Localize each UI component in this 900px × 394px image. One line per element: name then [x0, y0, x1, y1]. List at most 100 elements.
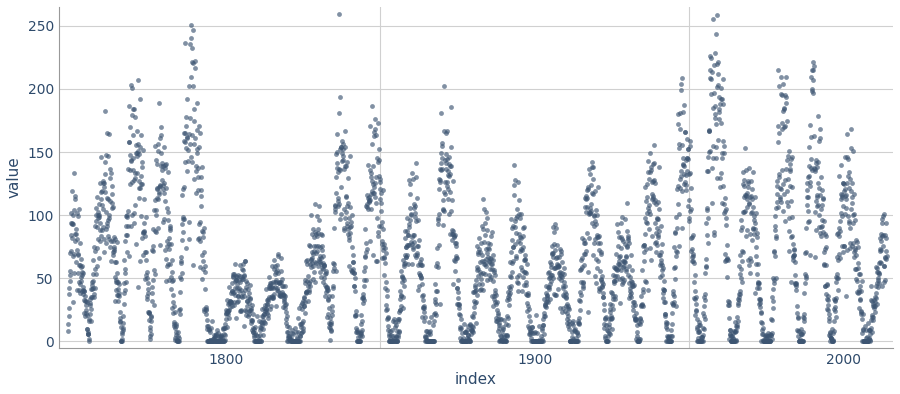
Point [427, 338, 441, 344]
Point [121, 212, 135, 218]
Point [576, 284, 590, 291]
Point [314, 260, 328, 267]
Point [224, 299, 238, 305]
Point [174, 254, 188, 260]
Point [710, 84, 724, 90]
Point [781, 228, 796, 234]
Point [315, 232, 329, 238]
Point [213, 334, 228, 340]
Point [76, 286, 90, 293]
Point [554, 269, 568, 275]
Point [461, 332, 475, 338]
Point [374, 208, 388, 214]
Point [537, 313, 552, 319]
Point [134, 173, 148, 179]
Point [680, 136, 694, 142]
Point [346, 270, 361, 277]
Point [760, 330, 775, 336]
Point [189, 190, 203, 196]
Point [357, 253, 372, 259]
Point [592, 268, 607, 274]
Point [410, 262, 425, 268]
Point [86, 285, 100, 291]
Point [589, 207, 603, 213]
Point [778, 123, 792, 129]
Point [565, 338, 580, 344]
Point [298, 309, 312, 316]
Point [598, 338, 613, 344]
Point [512, 197, 526, 203]
Point [443, 230, 457, 237]
Point [454, 335, 468, 342]
Point [878, 255, 893, 262]
Point [483, 276, 498, 282]
Point [565, 329, 580, 335]
Point [227, 270, 241, 277]
Point [184, 22, 198, 28]
Point [275, 289, 290, 296]
Point [603, 305, 617, 312]
Point [595, 284, 609, 290]
Point [104, 183, 119, 190]
Point [737, 194, 751, 201]
Point [286, 331, 301, 337]
Point [145, 247, 159, 254]
Point [227, 299, 241, 305]
Point [306, 263, 320, 269]
Point [790, 327, 805, 333]
Point [505, 237, 519, 243]
Point [599, 338, 614, 344]
Point [796, 314, 811, 321]
Point [318, 282, 332, 288]
Point [561, 312, 575, 319]
Point [694, 334, 708, 340]
Point [700, 232, 715, 238]
Point [283, 323, 297, 330]
Point [462, 338, 476, 344]
Point [827, 306, 842, 312]
Point [238, 307, 252, 313]
Point [81, 331, 95, 337]
Point [804, 156, 818, 162]
Point [859, 338, 873, 344]
Point [702, 149, 716, 155]
Point [207, 335, 221, 341]
Point [248, 338, 262, 344]
Point [202, 329, 217, 335]
Point [634, 303, 649, 309]
Point [282, 333, 296, 339]
Point [675, 188, 689, 194]
Point [411, 269, 426, 276]
Point [588, 188, 602, 194]
Point [252, 318, 266, 325]
Point [507, 192, 521, 199]
Point [800, 202, 814, 208]
Point [781, 203, 796, 210]
Point [809, 160, 824, 166]
Point [195, 258, 210, 264]
Point [193, 264, 207, 270]
Point [145, 289, 159, 296]
Point [175, 236, 189, 243]
Point [735, 209, 750, 215]
Point [667, 299, 681, 305]
Point [265, 295, 279, 301]
Point [510, 288, 525, 294]
Point [376, 226, 391, 232]
Point [443, 189, 457, 195]
Point [166, 321, 181, 327]
Point [595, 279, 609, 285]
Point [291, 338, 305, 344]
Point [580, 204, 594, 210]
Point [673, 86, 688, 93]
Point [170, 337, 184, 343]
Point [498, 336, 512, 343]
Point [69, 287, 84, 294]
Point [535, 338, 549, 344]
Point [284, 338, 299, 344]
Point [726, 338, 741, 344]
Point [729, 323, 743, 329]
Point [533, 338, 547, 344]
Point [860, 338, 874, 344]
Point [247, 329, 261, 335]
